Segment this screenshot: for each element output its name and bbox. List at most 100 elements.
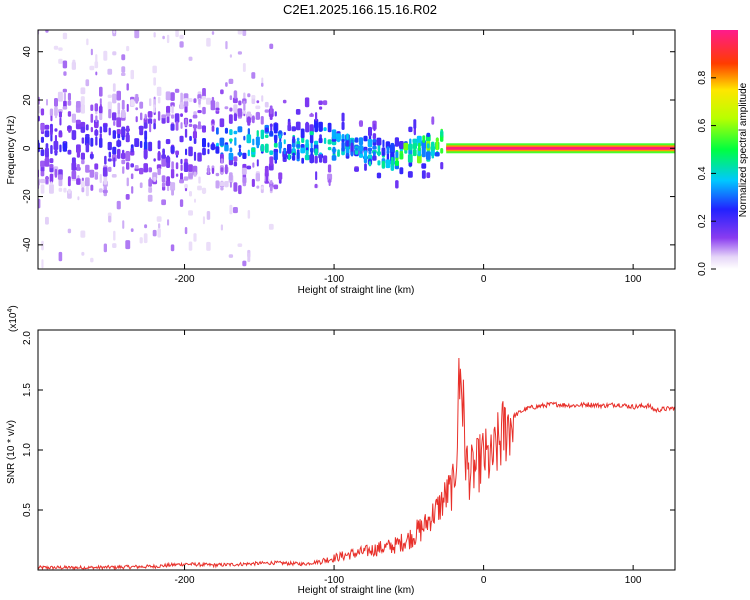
- heatmap-cell: [122, 220, 125, 229]
- heatmap-cell: [215, 180, 220, 189]
- heatmap-cell: [95, 136, 98, 146]
- heatmap-cell: [125, 151, 131, 162]
- heatmap-cell: [165, 91, 171, 101]
- heatmap-cell: [98, 106, 103, 114]
- heatmap-cell: [107, 141, 112, 151]
- heatmap-cell: [381, 151, 385, 156]
- heatmap-cell: [251, 72, 256, 79]
- colorbar-tick-label: 0.4: [697, 166, 708, 180]
- heatmap-cell: [99, 86, 103, 97]
- snr-y-tick-label: 1.5: [22, 383, 33, 397]
- heatmap-cells: [38, 30, 444, 269]
- heatmap-cell: [185, 148, 188, 156]
- page-title: C2E1.2025.166.15.16.R02: [283, 2, 437, 17]
- heatmap-cell: [225, 41, 228, 50]
- heatmap-cell: [40, 171, 45, 177]
- heatmap-cell: [89, 153, 94, 159]
- heatmap-cell: [246, 111, 251, 119]
- heatmap-cell: [62, 88, 67, 93]
- heatmap-cell: [165, 180, 171, 186]
- heatmap-cell: [224, 144, 229, 152]
- heatmap-cell: [363, 135, 368, 142]
- heatmap-cell: [116, 129, 121, 135]
- heatmap-cell: [107, 94, 112, 98]
- heatmap-cell: [283, 132, 286, 136]
- heatmap-cell: [243, 135, 246, 141]
- heatmap-cell: [81, 159, 85, 165]
- heatmap-cell: [264, 143, 269, 153]
- heatmap-cell: [287, 144, 292, 154]
- heatmap-cell: [153, 176, 157, 182]
- heatmap-cell: [242, 260, 247, 267]
- heatmap-cell: [216, 127, 219, 135]
- heatmap-cell: [238, 185, 242, 195]
- heatmap-cell: [134, 138, 140, 147]
- heatmap-cell: [408, 143, 413, 151]
- heatmap-cell: [130, 173, 134, 180]
- heatmap-cell: [202, 216, 205, 225]
- heatmap-cell: [158, 223, 161, 229]
- heatmap-cell: [440, 162, 444, 170]
- heatmap-cell: [431, 155, 435, 159]
- heatmap-cell: [269, 150, 274, 155]
- heatmap-cell: [81, 187, 85, 193]
- heatmap-cell: [421, 170, 426, 179]
- heatmap-cell: [139, 167, 144, 175]
- heatmap-cell: [130, 99, 135, 107]
- heatmap-cell: [54, 143, 58, 150]
- heatmap-cell: [193, 151, 197, 161]
- heatmap-cell: [107, 101, 112, 111]
- heatmap-cell: [358, 153, 364, 158]
- heatmap-cell: [188, 173, 193, 179]
- heatmap-cell: [197, 94, 202, 100]
- heatmap-cell: [242, 63, 246, 72]
- svg-text:(x104): (x104): [7, 305, 19, 332]
- heatmap-cell: [179, 199, 184, 207]
- snr-y-label: SNR (10 * v/v): [6, 420, 17, 484]
- heatmap-cell: [143, 233, 148, 244]
- heatmap-cell: [89, 65, 95, 71]
- heatmap-cell: [372, 138, 377, 143]
- heatmap-cell: [76, 178, 81, 185]
- heatmap-cell: [180, 172, 183, 181]
- heatmap-cell: [148, 141, 153, 152]
- heatmap-cell: [193, 233, 197, 242]
- heatmap-cell: [71, 170, 77, 180]
- heatmap-cell: [148, 187, 153, 193]
- heatmap-cell: [237, 108, 243, 117]
- heatmap-cell: [180, 122, 183, 129]
- heatmap-cell: [389, 144, 395, 154]
- heatmap-cell: [135, 116, 138, 123]
- heatmap-cell: [260, 144, 265, 152]
- heatmap-cell: [58, 130, 63, 135]
- heatmap-cell: [122, 166, 125, 174]
- heatmap-cell: [241, 167, 247, 175]
- heatmap-cell: [67, 92, 71, 101]
- heatmap-cell: [283, 139, 286, 145]
- heatmap-cell: [233, 182, 238, 192]
- heatmap-cell: [67, 125, 71, 130]
- heatmap-cell: [256, 185, 260, 189]
- heatmap-cell: [112, 51, 117, 56]
- heatmap-cell: [140, 112, 143, 121]
- heatmap-cell: [153, 158, 156, 162]
- heatmap-cell: [292, 155, 296, 161]
- heatmap-cell: [407, 154, 413, 163]
- snr-x-label: Height of straight line (km): [298, 585, 415, 596]
- heatmap-cell: [270, 180, 273, 185]
- heatmap-cell: [403, 142, 409, 151]
- heatmap-cell: [234, 137, 237, 146]
- heatmap-cell: [359, 120, 363, 127]
- heatmap-cell: [58, 187, 63, 192]
- heatmap-cell: [399, 167, 404, 175]
- heatmap-cell: [162, 150, 165, 154]
- heatmap-cell: [99, 126, 103, 134]
- heatmap-cell: [341, 142, 345, 152]
- heatmap-cell: [319, 154, 323, 163]
- heatmap-cell: [90, 126, 93, 133]
- heatmap-cell: [278, 172, 283, 180]
- heatmap-cell: [260, 129, 265, 140]
- spectrogram-x-tick-label: 0: [481, 274, 487, 285]
- heatmap-cell: [126, 83, 129, 91]
- heatmap-cell: [279, 138, 282, 143]
